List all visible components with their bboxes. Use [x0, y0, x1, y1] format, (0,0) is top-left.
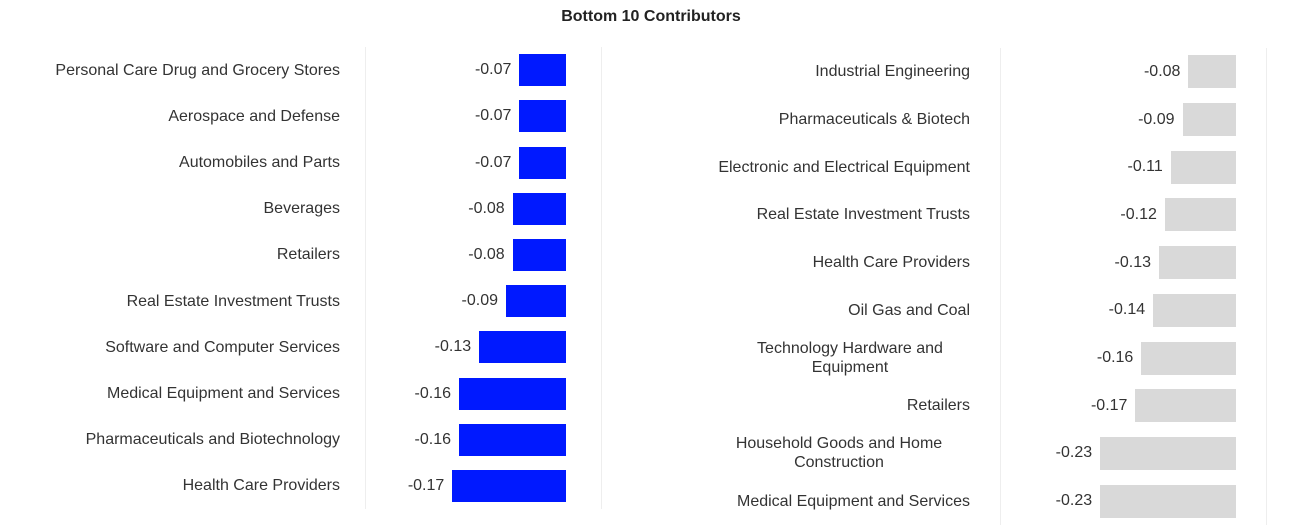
category-label: Health Care Providers: [0, 466, 340, 506]
category-label-text: Retailers: [906, 397, 970, 415]
bar: [452, 469, 567, 502]
bar: [459, 377, 567, 410]
value-label: -0.07: [474, 107, 512, 125]
category-label: Automobiles and Parts: [0, 143, 340, 183]
bar: [479, 331, 567, 364]
value-label: -0.08: [468, 245, 505, 263]
bar: [512, 192, 567, 225]
category-label: Real Estate Investment Trusts: [0, 195, 970, 235]
category-label-text: Industrial Engineering: [815, 63, 970, 81]
category-label-text: Health Care Providers: [182, 477, 340, 495]
category-label: Medical Equipment and Services: [0, 481, 970, 521]
category-label-text: Beverages: [263, 200, 341, 218]
category-label: Pharmaceuticals and Biotechnology: [0, 420, 340, 460]
value-label: -0.14: [1108, 301, 1146, 319]
category-label-text: Automobiles and Parts: [179, 154, 340, 171]
bar: [1182, 103, 1236, 137]
bar: [1164, 198, 1236, 232]
category-label-text: Oil Gas and Coal: [848, 301, 970, 319]
category-label-text: Aerospace and Defense: [168, 107, 340, 125]
value-label: -0.16: [414, 384, 451, 402]
bar: [1188, 55, 1236, 89]
category-label: Aerospace and Defense: [0, 96, 340, 136]
value-label: -0.23: [1055, 492, 1093, 510]
chart-title: Bottom 10 Contributors: [561, 8, 741, 25]
category-label: Retailers: [0, 235, 340, 275]
category-label-text: Retailers: [276, 246, 340, 264]
category-label: Oil Gas and Coal: [0, 290, 970, 330]
category-label-text: Pharmaceuticals & Biotech: [778, 111, 970, 129]
category-label-text: Pharmaceuticals and Biotechnology: [85, 431, 340, 449]
bar: [519, 54, 567, 87]
value-label: -0.08: [1143, 62, 1181, 80]
category-label: Household Goods and Home Construction: [0, 433, 970, 473]
value-label: -0.16: [414, 430, 451, 448]
category-label-text: Household Goods and Home Construction: [735, 435, 943, 472]
value-label: -0.07: [474, 153, 512, 171]
bar: [1100, 484, 1236, 518]
category-label-text: Technology Hardware and Equipment: [757, 340, 943, 377]
bar: [1100, 436, 1236, 470]
value-label: -0.09: [1138, 110, 1175, 128]
value-label: -0.07: [474, 61, 512, 79]
category-label: Technology Hardware and Equipment: [0, 338, 970, 378]
bar: [506, 285, 567, 318]
category-label: Medical Equipment and Services: [0, 374, 340, 414]
category-label-text: Real Estate Investment Trusts: [756, 206, 970, 224]
bar: [1153, 293, 1236, 327]
bar: [1170, 150, 1236, 184]
value-label: -0.17: [407, 476, 445, 494]
bar: [1135, 389, 1236, 423]
value-label: -0.08: [468, 199, 505, 217]
bar: [1141, 341, 1236, 375]
value-label: -0.16: [1096, 349, 1134, 367]
category-label: Health Care Providers: [0, 243, 970, 283]
category-label: Industrial Engineering: [0, 52, 970, 92]
bar: [519, 146, 567, 179]
category-label: Electronic and Electrical Equipment: [0, 147, 970, 187]
category-label-text: Software and Computer Services: [105, 338, 340, 356]
plot-frame: [1000, 48, 1267, 525]
category-label-text: Medical Equipment and Services: [106, 385, 340, 402]
value-label: -0.09: [461, 292, 498, 310]
value-label: -0.17: [1090, 396, 1128, 414]
category-label-text: Medical Equipment and Services: [736, 492, 970, 510]
value-label: -0.11: [1127, 158, 1163, 176]
plot-frame: [365, 47, 602, 509]
bar: [519, 100, 567, 133]
category-label: Beverages: [0, 189, 341, 229]
category-label-text: Personal Care Drug and Grocery Stores: [55, 61, 340, 79]
category-label-text: Health Care Providers: [812, 254, 970, 272]
category-label: Real Estate Investment Trusts: [0, 281, 340, 321]
value-label: -0.13: [434, 338, 472, 356]
category-label-text: Electronic and Electrical Equipment: [718, 158, 970, 176]
value-label: -0.13: [1114, 253, 1151, 271]
category-label: Retailers: [0, 386, 970, 426]
bar: [459, 423, 567, 456]
category-label: Pharmaceuticals & Biotech: [0, 100, 970, 140]
bar: [512, 238, 567, 271]
value-label: -0.12: [1120, 205, 1157, 223]
bar: [1159, 246, 1236, 280]
category-label-text: Real Estate Investment Trusts: [126, 292, 340, 310]
category-label: Personal Care Drug and Grocery Stores: [0, 50, 340, 90]
value-label: -0.23: [1055, 444, 1093, 462]
category-label: Software and Computer Services: [0, 327, 340, 367]
